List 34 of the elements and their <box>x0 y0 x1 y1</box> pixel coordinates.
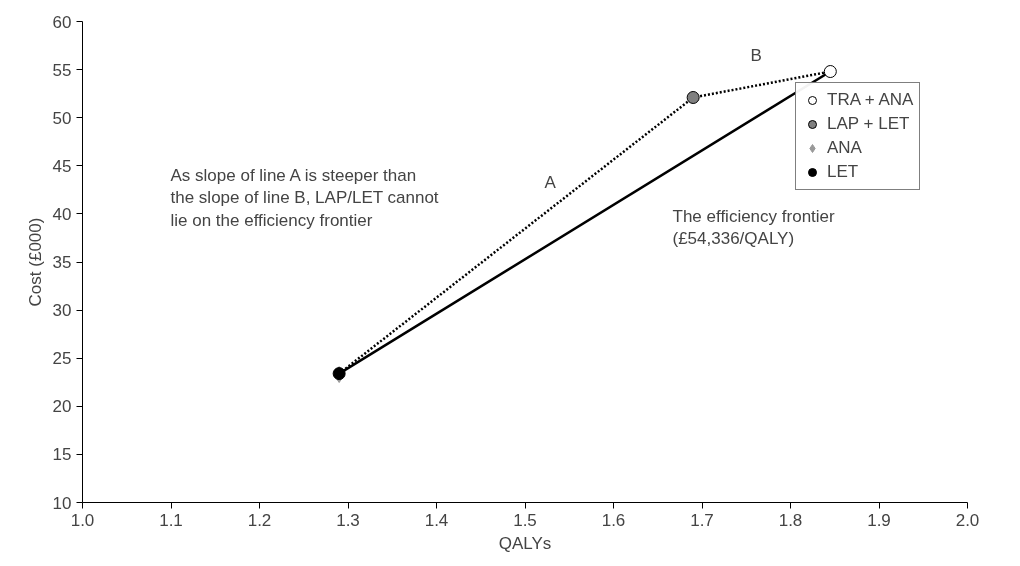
x-tick-label: 1.0 <box>70 510 95 530</box>
x-tick-label: 1.9 <box>867 510 891 530</box>
annotation: B <box>750 45 762 65</box>
annotation: The efficiency frontier (£54,336/QALY) <box>672 206 836 249</box>
y-tick-label: 30 <box>52 301 72 321</box>
y-tick-label: 20 <box>52 397 72 417</box>
annotation: As slope of line A is steeper than the slope of line B, LAP/LET cannot lie on the efficiency frontier <box>170 165 439 231</box>
legend-label: LAP + LET <box>827 113 910 135</box>
x-tick-label: 1.6 <box>601 510 626 530</box>
x-tick-label: 1.4 <box>424 510 449 530</box>
x-tick-label: 1.7 <box>690 510 714 530</box>
legend-label: LET <box>827 161 859 183</box>
x-tick-label: 1.2 <box>247 510 272 530</box>
x-tick-label: 1.5 <box>513 510 537 530</box>
x-tick-label: 1.8 <box>778 510 803 530</box>
y-tick-label: 60 <box>52 12 72 32</box>
y-tick-label: 35 <box>52 253 72 272</box>
legend-label: TRA + ANA <box>827 89 914 111</box>
legend-label: ANA <box>827 137 862 159</box>
x-tick-label: 1.3 <box>336 510 360 530</box>
y-axis-title: Cost (£000) <box>25 217 45 307</box>
y-tick-label: 50 <box>52 108 72 128</box>
y-tick-label: 25 <box>52 349 72 369</box>
y-tick-label: 10 <box>52 493 72 513</box>
y-tick-label: 55 <box>52 60 72 80</box>
y-tick-label: 40 <box>52 204 72 224</box>
point <box>823 65 837 79</box>
x-tick-label: 2.0 <box>955 510 980 530</box>
annotation: A <box>544 172 557 192</box>
x-tick-label: 1.1 <box>159 510 183 530</box>
x-axis-title: QALYs <box>498 533 552 553</box>
point <box>686 91 700 104</box>
y-tick-label: 45 <box>52 156 72 176</box>
y-tick-label: 15 <box>52 445 72 465</box>
